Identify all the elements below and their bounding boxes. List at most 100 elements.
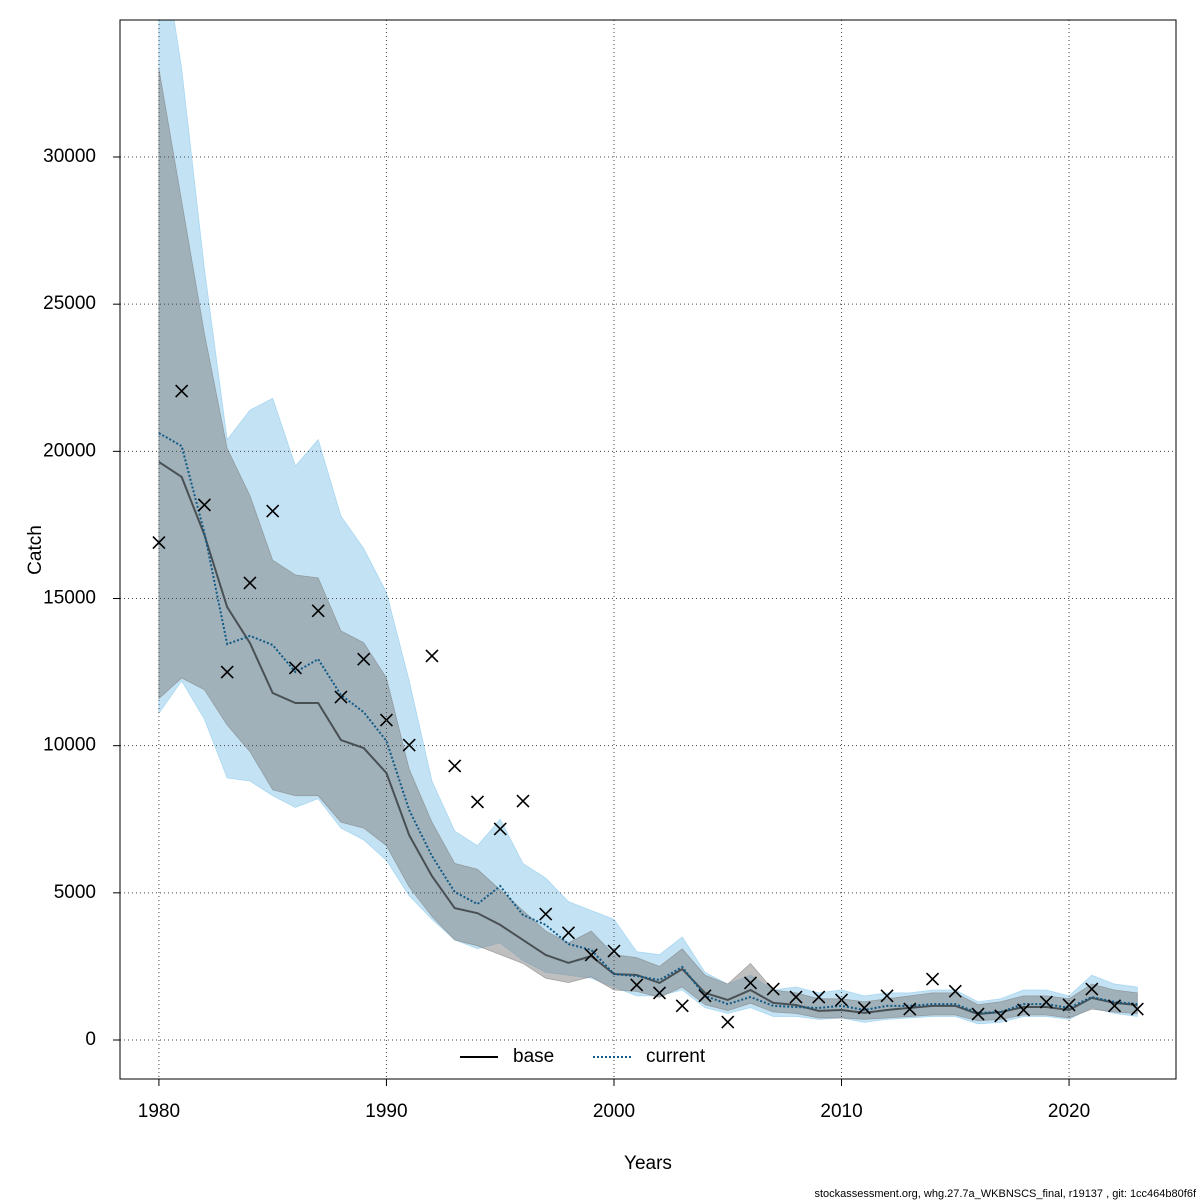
observation-marker <box>288 661 302 675</box>
observation-marker <box>470 795 485 809</box>
marker-stroke <box>448 759 462 773</box>
footnote: stockassessment.org, whg.27.7a_WKBNSCS_f… <box>814 1188 1196 1200</box>
marker-stroke <box>994 1009 1008 1023</box>
marker-stroke <box>152 536 166 550</box>
marker-stroke <box>402 738 416 752</box>
observation-marker <box>766 982 780 996</box>
observation-marker <box>448 759 462 773</box>
marker-stroke <box>1016 1003 1031 1017</box>
marker-stroke <box>561 926 576 940</box>
y-tick-label: 25000 <box>43 293 96 314</box>
marker-stroke <box>630 978 644 992</box>
x-tick-label: 2010 <box>820 1101 862 1122</box>
marker-stroke <box>357 652 371 666</box>
observation-marker <box>357 652 371 666</box>
marker-stroke <box>197 498 211 512</box>
y-tick-label: 20000 <box>43 440 96 461</box>
marker-stroke <box>175 384 189 398</box>
marker-stroke <box>675 999 689 1013</box>
marker-stroke <box>220 665 234 679</box>
marker-stroke <box>834 993 849 1007</box>
marker-stroke <box>857 1001 871 1015</box>
confidence-band <box>158 68 1138 1022</box>
observation-marker <box>334 690 348 704</box>
x-tick-label: 1990 <box>365 1101 407 1122</box>
observation-marker <box>311 604 325 618</box>
observation-marker <box>812 990 826 1004</box>
observation-marker <box>880 989 894 1003</box>
observation-marker <box>1016 1003 1031 1017</box>
observation-marker <box>197 498 211 512</box>
observation-marker <box>743 976 758 990</box>
observation-marker <box>675 999 689 1013</box>
observation-marker <box>721 1015 735 1029</box>
marker-stroke <box>721 1015 735 1029</box>
observation-marker <box>493 822 507 836</box>
observation-marker <box>1107 999 1122 1013</box>
observation-marker <box>152 536 166 550</box>
marker-stroke <box>652 986 667 1000</box>
observation-marker <box>561 926 576 940</box>
observation-marker <box>516 794 530 808</box>
marker-stroke <box>516 794 530 808</box>
marker-stroke <box>334 690 348 704</box>
observation-marker <box>994 1009 1008 1023</box>
marker-stroke <box>539 907 553 921</box>
marker-stroke <box>903 1002 917 1016</box>
legend-label: base <box>513 1046 554 1067</box>
marker-stroke <box>470 795 485 809</box>
y-tick-label: 10000 <box>43 735 96 756</box>
marker-stroke <box>266 504 280 518</box>
observation-marker <box>539 907 553 921</box>
marker-stroke <box>311 604 325 618</box>
observation-marker <box>266 504 280 518</box>
observation-marker <box>243 576 257 590</box>
marker-stroke <box>698 989 712 1003</box>
observation-marker <box>857 1001 871 1015</box>
marker-stroke <box>243 576 257 590</box>
observation-marker <box>1039 995 1053 1009</box>
marker-stroke <box>1039 995 1053 1009</box>
marker-stroke <box>1130 1002 1144 1016</box>
observation-marker <box>175 384 189 398</box>
marker-stroke <box>584 948 598 962</box>
marker-stroke <box>493 822 507 836</box>
marker-stroke <box>766 982 780 996</box>
y-axis-label: Catch <box>25 525 46 575</box>
observation-marker <box>584 948 598 962</box>
observation-marker <box>789 990 803 1004</box>
observation-marker <box>607 944 621 958</box>
x-axis-label: Years <box>624 1153 672 1174</box>
observation-marker <box>698 989 712 1003</box>
marker-stroke <box>743 976 758 990</box>
y-tick-label: 30000 <box>43 146 96 167</box>
x-tick-label: 2000 <box>593 1101 635 1122</box>
x-tick-label: 2020 <box>1048 1101 1090 1122</box>
y-tick-label: 5000 <box>54 882 96 903</box>
observation-marker <box>925 972 940 986</box>
observation-marker <box>1085 982 1099 996</box>
observation-marker <box>1130 1002 1144 1016</box>
observation-marker <box>220 665 234 679</box>
marker-stroke <box>288 661 302 675</box>
marker-stroke <box>789 990 803 1004</box>
plot-frame <box>119 19 1177 1080</box>
y-tick-label: 15000 <box>43 588 96 609</box>
marker-stroke <box>1107 999 1122 1013</box>
observation-marker <box>948 984 962 998</box>
observation-marker <box>834 993 849 1007</box>
y-tick-label: 0 <box>85 1029 96 1050</box>
marker-stroke <box>1085 982 1099 996</box>
observation-marker <box>425 649 439 663</box>
series-line <box>158 432 1138 1014</box>
marker-stroke <box>607 944 621 958</box>
marker-stroke <box>948 984 962 998</box>
plot-area <box>152 20 1144 1029</box>
marker-stroke <box>925 972 940 986</box>
observation-marker <box>652 986 667 1000</box>
marker-stroke <box>880 989 894 1003</box>
observation-marker <box>903 1002 917 1016</box>
observation-marker <box>630 978 644 992</box>
marker-stroke <box>425 649 439 663</box>
